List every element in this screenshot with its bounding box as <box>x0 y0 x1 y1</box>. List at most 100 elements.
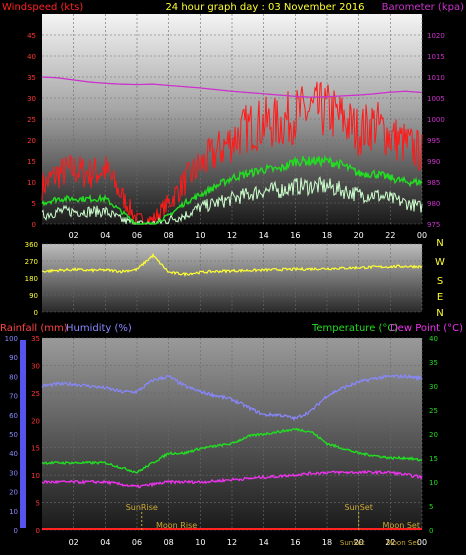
compass-letter: E <box>437 292 443 303</box>
humidity-tick: 60 <box>9 412 18 420</box>
rainfall-tick: 20 <box>31 417 40 425</box>
barometer-tick: 1000 <box>427 116 445 124</box>
humidity-tick: 30 <box>9 469 18 477</box>
windspeed-tick: 35 <box>27 74 36 82</box>
rainfall-tick: 10 <box>31 472 40 480</box>
temperature-tick: 0 <box>429 527 433 535</box>
graph-title: 24 hour graph day : 03 November 2016 <box>165 2 364 13</box>
barometer-tick: 980 <box>427 200 440 208</box>
windspeed-tick: 15 <box>27 158 36 166</box>
rainfall-tick: 25 <box>31 390 40 398</box>
direction-tick-labels: 0 90 180 270 360 <box>25 241 38 317</box>
humidity-tick: 90 <box>9 354 18 362</box>
humidity-axis-title: Humidity (%) <box>66 323 132 334</box>
windspeed-tick: 5 <box>32 200 36 208</box>
humidity-tick: 70 <box>9 393 18 401</box>
temperature-line <box>41 427 423 474</box>
barometer-tick: 990 <box>427 158 440 166</box>
rainfall-tick: 15 <box>31 445 40 453</box>
windspeed-tick-labels: 0 5 10 15 20 25 30 35 40 45 <box>27 32 36 229</box>
climate-hour-tick: 00 <box>417 538 427 547</box>
windspeed-tick: 45 <box>27 32 36 40</box>
direction-tick: 180 <box>25 275 38 283</box>
wind-gridlines <box>42 14 423 225</box>
direction-gridlines <box>42 243 423 313</box>
compass-letter: S <box>437 276 443 287</box>
sunset-bottom-label: SunSet <box>340 539 365 547</box>
temperature-tick-labels: 0 5 10 15 20 25 30 35 40 <box>429 335 438 535</box>
rainfall-tick: 35 <box>31 335 40 343</box>
climate-gridlines <box>42 337 423 531</box>
wind-hour-tick: 08 <box>164 231 174 240</box>
wind-min-line <box>41 176 423 225</box>
wind-hour-tick: 14 <box>259 231 269 240</box>
temperature-tick: 15 <box>429 455 438 463</box>
climate-hour-tick: 12 <box>227 538 237 547</box>
direction-tick: 360 <box>25 241 38 249</box>
humidity-axis-bar <box>20 340 26 528</box>
barometer-tick: 985 <box>427 179 440 187</box>
humidity-tick: 80 <box>9 373 18 381</box>
temperature-tick: 35 <box>429 359 438 367</box>
wind-hour-tick: 02 <box>69 231 79 240</box>
compass-letter: N <box>436 308 443 319</box>
dewpoint-line <box>41 469 423 489</box>
temperature-tick: 10 <box>429 479 438 487</box>
rainfall-axis-title: Rainfall (mm) <box>0 323 68 334</box>
compass-letter: W <box>435 257 445 268</box>
direction-tick: 270 <box>25 258 38 266</box>
barometer-tick: 975 <box>427 221 440 229</box>
direction-tick: 90 <box>29 292 38 300</box>
wind-hour-tick: 10 <box>195 231 205 240</box>
climate-hour-tick: 04 <box>100 538 110 547</box>
direction-series <box>41 252 423 277</box>
humidity-tick: 100 <box>5 335 18 343</box>
climate-hour-tick: 16 <box>290 538 300 547</box>
direction-tick: 0 <box>34 309 38 317</box>
wind-hour-tick: 18 <box>322 231 332 240</box>
climate-hour-tick-labels: 02 04 06 08 10 12 14 16 18 20 22 00 <box>69 538 428 547</box>
wind-gust-line <box>41 81 423 225</box>
humidity-tick: 50 <box>9 431 18 439</box>
humidity-tick: 40 <box>9 450 18 458</box>
temperature-tick: 25 <box>429 407 438 415</box>
rainfall-tick: 30 <box>31 362 40 370</box>
windspeed-tick: 40 <box>27 53 36 61</box>
moonrise-label: Moon Rise <box>156 521 197 530</box>
barometer-tick-labels: 975 980 985 990 995 1000 1005 1010 1015 1020 <box>427 32 445 229</box>
wind-hour-tick: 16 <box>290 231 300 240</box>
climate-hour-tick: 10 <box>195 538 205 547</box>
wind-avg-line <box>41 154 423 226</box>
climate-hour-tick: 22 <box>385 538 395 547</box>
windspeed-tick: 30 <box>27 95 36 103</box>
temperature-tick: 20 <box>429 431 438 439</box>
wind-hour-tick: 00 <box>417 231 427 240</box>
wind-hour-tick: 20 <box>354 231 364 240</box>
barometer-axis-title: Barometer (kpa) <box>382 2 464 13</box>
wind-direction-line <box>41 252 423 277</box>
windspeed-tick: 25 <box>27 116 36 124</box>
windspeed-axis-title: Windspeed (kts) <box>2 2 83 13</box>
windspeed-tick: 0 <box>32 221 36 229</box>
climate-hour-tick: 14 <box>259 538 269 547</box>
barometer-tick: 1020 <box>427 32 445 40</box>
temperature-axis-title: Temperature (°C) <box>311 323 398 334</box>
sunrise-label: SunRise <box>126 503 158 512</box>
temperature-tick: 5 <box>429 503 433 511</box>
windspeed-tick: 20 <box>27 137 36 145</box>
climate-hour-tick: 06 <box>132 538 142 547</box>
barometer-tick: 1010 <box>427 74 445 82</box>
sunset-label: SunSet <box>344 503 372 512</box>
wind-hour-tick: 06 <box>132 231 142 240</box>
barometer-tick: 995 <box>427 137 440 145</box>
wind-hour-tick: 04 <box>100 231 110 240</box>
climate-hour-tick: 18 <box>322 538 332 547</box>
compass-letter: N <box>436 238 443 249</box>
astro-events: SunRise SunSet Moon Rise Moon Set SunSet Moon… <box>126 503 420 547</box>
climate-hour-tick: 08 <box>164 538 174 547</box>
climate-hour-tick: 02 <box>69 538 79 547</box>
wind-hour-tick-labels: 02 04 06 08 10 12 14 16 18 20 22 00 <box>69 231 428 240</box>
temperature-tick: 40 <box>429 335 438 343</box>
